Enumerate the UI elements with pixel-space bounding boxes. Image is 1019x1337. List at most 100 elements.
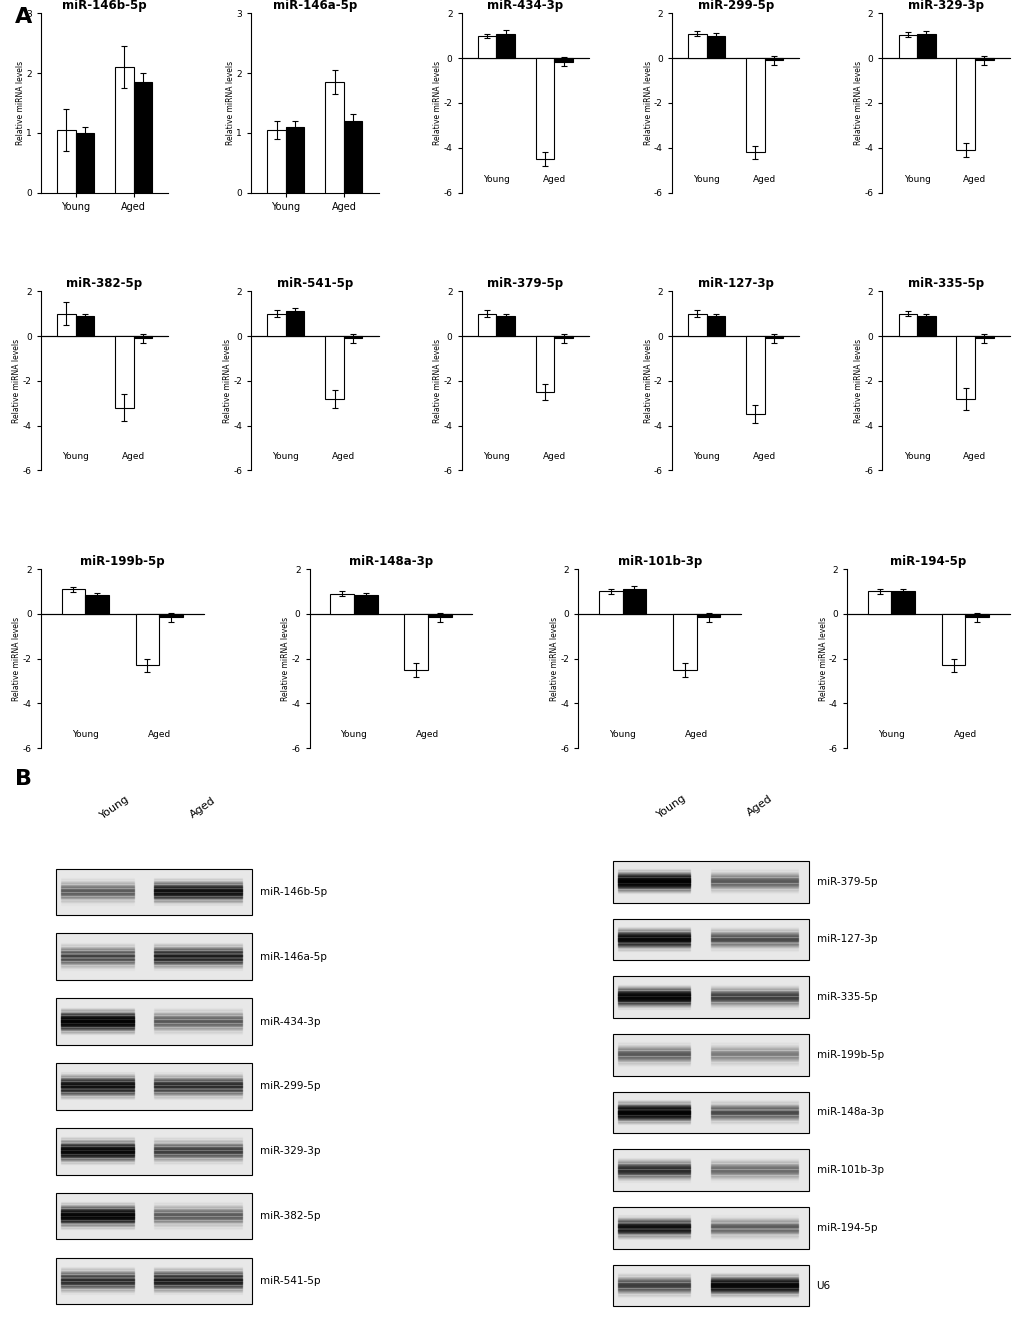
FancyBboxPatch shape [612,1265,808,1306]
Bar [115,67,133,193]
Text: Young: Young [62,452,89,461]
Text: Aged: Aged [685,730,707,739]
Text: Aged: Aged [332,452,356,461]
Bar [964,614,988,618]
Bar [553,336,573,338]
Text: miR-146b-5p: miR-146b-5p [260,886,327,897]
Bar [404,614,428,670]
Text: Aged: Aged [189,796,217,820]
Bar [696,614,719,618]
Bar [86,595,109,614]
FancyBboxPatch shape [56,933,252,980]
FancyBboxPatch shape [612,919,808,960]
Y-axis label: Relative miRNA levels: Relative miRNA levels [226,62,234,144]
Text: miR-329-3p: miR-329-3p [260,1146,320,1157]
Bar [622,590,646,614]
FancyBboxPatch shape [56,999,252,1046]
Text: A: A [15,7,33,27]
Bar [898,314,916,336]
Bar [354,595,377,614]
Bar [477,36,496,59]
Title: miR-379-5p: miR-379-5p [487,277,562,290]
FancyBboxPatch shape [56,1128,252,1175]
Bar [61,590,86,614]
FancyBboxPatch shape [56,1258,252,1304]
Y-axis label: Relative miRNA levels: Relative miRNA levels [281,616,289,701]
Bar [867,591,891,614]
Y-axis label: Relative miRNA levels: Relative miRNA levels [12,616,21,701]
Text: Young: Young [272,452,300,461]
Text: Aged: Aged [542,175,566,183]
Bar [267,130,285,193]
Bar [136,614,159,666]
Text: Young: Young [482,452,510,461]
Bar [706,316,725,336]
Text: miR-335-5p: miR-335-5p [816,992,876,1003]
Bar [898,35,916,59]
Text: Aged: Aged [416,730,439,739]
Bar [764,336,783,338]
Y-axis label: Relative miRNA levels: Relative miRNA levels [12,338,21,422]
Bar [343,120,362,193]
FancyBboxPatch shape [612,861,808,902]
FancyBboxPatch shape [612,1150,808,1191]
Text: Young: Young [71,730,99,739]
Title: miR-148a-3p: miR-148a-3p [348,555,433,568]
Text: miR-148a-3p: miR-148a-3p [816,1107,882,1118]
Bar [891,591,914,614]
FancyBboxPatch shape [56,869,252,916]
Title: miR-127-3p: miR-127-3p [697,277,772,290]
Text: miR-146a-5p: miR-146a-5p [260,952,326,961]
Bar [916,316,934,336]
Text: Aged: Aged [542,452,566,461]
Text: Young: Young [877,730,904,739]
Text: Aged: Aged [122,452,145,461]
Text: Aged: Aged [744,794,773,818]
Bar [974,59,993,60]
Text: Young: Young [99,794,131,821]
Bar [496,33,515,59]
Title: miR-335-5p: miR-335-5p [907,277,983,290]
Text: miR-541-5p: miR-541-5p [260,1275,320,1286]
Text: Young: Young [608,730,636,739]
Bar [330,594,354,614]
Bar [133,82,152,193]
Bar [496,316,515,336]
Bar [688,314,706,336]
Title: miR-101b-3p: miR-101b-3p [616,555,701,568]
FancyBboxPatch shape [612,1034,808,1075]
Title: miR-434-3p: miR-434-3p [487,0,562,12]
Title: miR-541-5p: miR-541-5p [276,277,353,290]
Title: miR-199b-5p: miR-199b-5p [79,555,164,568]
Text: Aged: Aged [963,175,985,183]
FancyBboxPatch shape [56,1193,252,1239]
Text: Young: Young [482,175,510,183]
Text: Aged: Aged [953,730,976,739]
Bar [285,127,305,193]
Y-axis label: Relative miRNA levels: Relative miRNA levels [817,616,826,701]
Bar [57,130,75,193]
Title: miR-146a-5p: miR-146a-5p [272,0,357,12]
Text: Aged: Aged [752,175,775,183]
Bar [325,336,343,398]
Text: Young: Young [903,175,929,183]
Text: B: B [15,769,33,789]
Text: Aged: Aged [148,730,171,739]
Bar [535,336,553,392]
Y-axis label: Relative miRNA levels: Relative miRNA levels [853,338,862,422]
Y-axis label: Relative miRNA levels: Relative miRNA levels [222,338,231,422]
FancyBboxPatch shape [612,1092,808,1134]
Title: miR-329-3p: miR-329-3p [907,0,983,12]
Y-axis label: Relative miRNA levels: Relative miRNA levels [853,62,862,144]
Bar [745,59,764,152]
Text: miR-127-3p: miR-127-3p [816,935,876,944]
Text: Young: Young [693,175,719,183]
Text: Aged: Aged [752,452,775,461]
Title: miR-382-5p: miR-382-5p [66,277,143,290]
Y-axis label: Relative miRNA levels: Relative miRNA levels [549,616,558,701]
Text: Young: Young [903,452,929,461]
Bar [764,59,783,60]
Text: U6: U6 [816,1281,829,1290]
Text: miR-199b-5p: miR-199b-5p [816,1050,882,1060]
Bar [75,316,94,336]
